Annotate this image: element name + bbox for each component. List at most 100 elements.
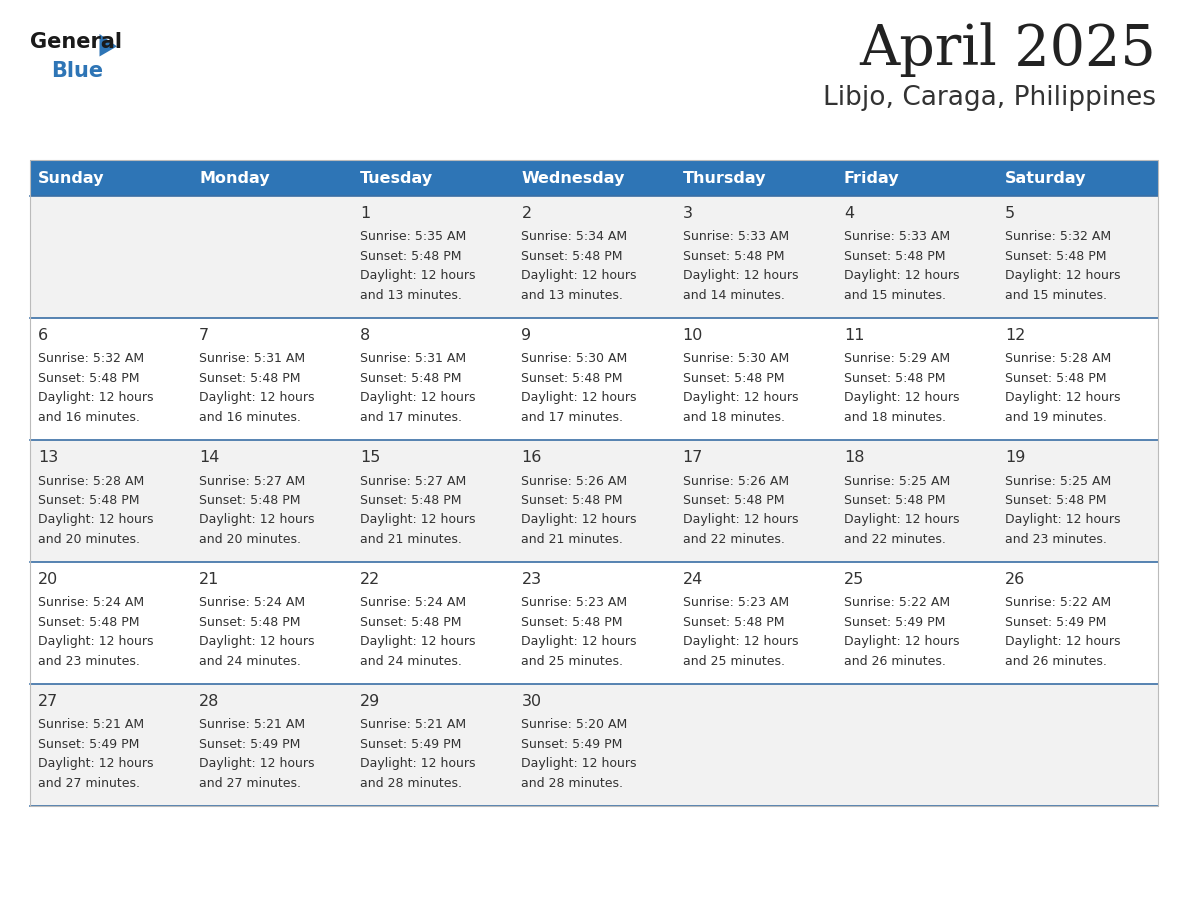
Text: and 25 minutes.: and 25 minutes. <box>683 655 784 668</box>
Text: 30: 30 <box>522 694 542 709</box>
Text: Sunset: 5:49 PM: Sunset: 5:49 PM <box>360 738 462 751</box>
Text: Sunrise: 5:34 AM: Sunrise: 5:34 AM <box>522 230 627 243</box>
Text: April 2025: April 2025 <box>859 22 1156 77</box>
Text: Blue: Blue <box>51 61 103 81</box>
Text: Sunrise: 5:25 AM: Sunrise: 5:25 AM <box>1005 475 1111 487</box>
Text: Sunset: 5:48 PM: Sunset: 5:48 PM <box>522 250 623 263</box>
Text: Daylight: 12 hours: Daylight: 12 hours <box>360 757 476 770</box>
Text: Sunrise: 5:27 AM: Sunrise: 5:27 AM <box>360 475 467 487</box>
Text: Sunset: 5:48 PM: Sunset: 5:48 PM <box>522 494 623 507</box>
Text: Sunset: 5:48 PM: Sunset: 5:48 PM <box>38 372 139 385</box>
Text: Sunrise: 5:26 AM: Sunrise: 5:26 AM <box>683 475 789 487</box>
Text: Sunset: 5:49 PM: Sunset: 5:49 PM <box>38 738 139 751</box>
Text: 25: 25 <box>843 572 864 587</box>
Text: Sunset: 5:48 PM: Sunset: 5:48 PM <box>522 372 623 385</box>
Text: and 14 minutes.: and 14 minutes. <box>683 289 784 302</box>
Text: Sunset: 5:48 PM: Sunset: 5:48 PM <box>38 494 139 507</box>
Text: 17: 17 <box>683 450 703 465</box>
Text: and 13 minutes.: and 13 minutes. <box>522 289 624 302</box>
Text: Daylight: 12 hours: Daylight: 12 hours <box>522 635 637 648</box>
Text: Sunrise: 5:33 AM: Sunrise: 5:33 AM <box>843 230 950 243</box>
Text: 29: 29 <box>360 694 380 709</box>
Text: 24: 24 <box>683 572 703 587</box>
Text: Daylight: 12 hours: Daylight: 12 hours <box>522 391 637 405</box>
Text: and 15 minutes.: and 15 minutes. <box>843 289 946 302</box>
Text: Sunrise: 5:35 AM: Sunrise: 5:35 AM <box>360 230 467 243</box>
Text: and 16 minutes.: and 16 minutes. <box>200 411 301 424</box>
Text: Sunrise: 5:26 AM: Sunrise: 5:26 AM <box>522 475 627 487</box>
Text: Daylight: 12 hours: Daylight: 12 hours <box>360 391 476 405</box>
Text: General: General <box>30 32 122 52</box>
Text: 19: 19 <box>1005 450 1025 465</box>
Text: Sunrise: 5:24 AM: Sunrise: 5:24 AM <box>38 597 144 610</box>
Text: 11: 11 <box>843 328 865 343</box>
Text: 8: 8 <box>360 328 371 343</box>
Text: and 18 minutes.: and 18 minutes. <box>683 411 784 424</box>
Text: 1: 1 <box>360 206 371 221</box>
Text: Sunset: 5:48 PM: Sunset: 5:48 PM <box>683 616 784 629</box>
Text: and 25 minutes.: and 25 minutes. <box>522 655 624 668</box>
Text: Sunrise: 5:20 AM: Sunrise: 5:20 AM <box>522 719 627 732</box>
Text: and 13 minutes.: and 13 minutes. <box>360 289 462 302</box>
Text: Sunrise: 5:30 AM: Sunrise: 5:30 AM <box>683 353 789 365</box>
Text: Daylight: 12 hours: Daylight: 12 hours <box>843 270 959 283</box>
Text: Sunrise: 5:31 AM: Sunrise: 5:31 AM <box>200 353 305 365</box>
Text: 9: 9 <box>522 328 531 343</box>
Text: Daylight: 12 hours: Daylight: 12 hours <box>683 270 798 283</box>
Text: Daylight: 12 hours: Daylight: 12 hours <box>200 757 315 770</box>
Text: Daylight: 12 hours: Daylight: 12 hours <box>1005 270 1120 283</box>
Text: 3: 3 <box>683 206 693 221</box>
Text: Daylight: 12 hours: Daylight: 12 hours <box>360 635 476 648</box>
Text: Sunset: 5:48 PM: Sunset: 5:48 PM <box>360 250 462 263</box>
Text: and 18 minutes.: and 18 minutes. <box>843 411 946 424</box>
Text: and 20 minutes.: and 20 minutes. <box>38 533 140 546</box>
Bar <box>30 160 1158 806</box>
Text: Sunset: 5:48 PM: Sunset: 5:48 PM <box>360 372 462 385</box>
Text: Sunrise: 5:21 AM: Sunrise: 5:21 AM <box>360 719 467 732</box>
Text: Daylight: 12 hours: Daylight: 12 hours <box>200 635 315 648</box>
Text: 20: 20 <box>38 572 58 587</box>
Bar <box>30 160 1158 196</box>
Text: Sunset: 5:48 PM: Sunset: 5:48 PM <box>200 616 301 629</box>
Text: Daylight: 12 hours: Daylight: 12 hours <box>38 757 153 770</box>
Text: Sunrise: 5:24 AM: Sunrise: 5:24 AM <box>360 597 467 610</box>
Text: Sunrise: 5:23 AM: Sunrise: 5:23 AM <box>683 597 789 610</box>
Bar <box>30 318 1158 440</box>
Text: Sunset: 5:49 PM: Sunset: 5:49 PM <box>200 738 301 751</box>
Text: Sunrise: 5:32 AM: Sunrise: 5:32 AM <box>1005 230 1111 243</box>
Polygon shape <box>100 34 116 57</box>
Text: and 21 minutes.: and 21 minutes. <box>360 533 462 546</box>
Text: Sunset: 5:48 PM: Sunset: 5:48 PM <box>1005 250 1106 263</box>
Text: and 22 minutes.: and 22 minutes. <box>843 533 946 546</box>
Text: Sunset: 5:48 PM: Sunset: 5:48 PM <box>360 616 462 629</box>
Text: Sunrise: 5:25 AM: Sunrise: 5:25 AM <box>843 475 950 487</box>
Text: and 16 minutes.: and 16 minutes. <box>38 411 140 424</box>
Text: Libjo, Caraga, Philippines: Libjo, Caraga, Philippines <box>823 85 1156 111</box>
Text: Sunset: 5:48 PM: Sunset: 5:48 PM <box>38 616 139 629</box>
Text: Monday: Monday <box>200 171 270 185</box>
Text: Sunday: Sunday <box>38 171 105 185</box>
Text: 26: 26 <box>1005 572 1025 587</box>
Text: and 23 minutes.: and 23 minutes. <box>1005 533 1107 546</box>
Text: Daylight: 12 hours: Daylight: 12 hours <box>522 270 637 283</box>
Text: Daylight: 12 hours: Daylight: 12 hours <box>843 635 959 648</box>
Text: Sunrise: 5:32 AM: Sunrise: 5:32 AM <box>38 353 144 365</box>
Text: Sunrise: 5:33 AM: Sunrise: 5:33 AM <box>683 230 789 243</box>
Text: Daylight: 12 hours: Daylight: 12 hours <box>843 391 959 405</box>
Text: 14: 14 <box>200 450 220 465</box>
Text: Sunrise: 5:22 AM: Sunrise: 5:22 AM <box>1005 597 1111 610</box>
Text: and 24 minutes.: and 24 minutes. <box>200 655 301 668</box>
Text: Sunset: 5:48 PM: Sunset: 5:48 PM <box>1005 494 1106 507</box>
Bar <box>30 684 1158 806</box>
Text: Sunrise: 5:24 AM: Sunrise: 5:24 AM <box>200 597 305 610</box>
Text: and 28 minutes.: and 28 minutes. <box>522 777 624 790</box>
Text: Sunrise: 5:22 AM: Sunrise: 5:22 AM <box>843 597 950 610</box>
Text: Daylight: 12 hours: Daylight: 12 hours <box>200 513 315 527</box>
Text: and 22 minutes.: and 22 minutes. <box>683 533 784 546</box>
Text: Daylight: 12 hours: Daylight: 12 hours <box>38 513 153 527</box>
Text: and 17 minutes.: and 17 minutes. <box>360 411 462 424</box>
Text: Daylight: 12 hours: Daylight: 12 hours <box>522 757 637 770</box>
Text: 6: 6 <box>38 328 49 343</box>
Text: 27: 27 <box>38 694 58 709</box>
Text: Sunrise: 5:29 AM: Sunrise: 5:29 AM <box>843 353 950 365</box>
